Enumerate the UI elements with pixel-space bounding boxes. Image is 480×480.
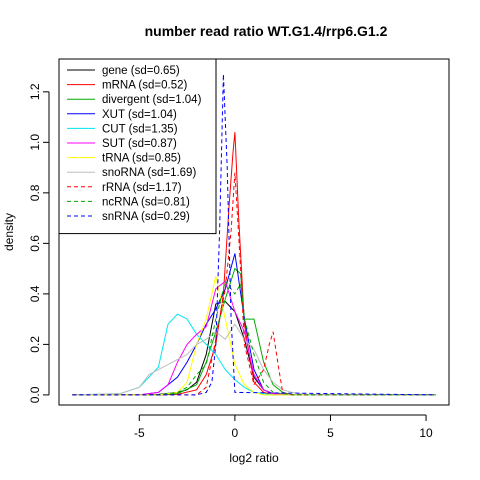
y-tick-label: 1.2 <box>28 83 42 100</box>
x-tick-label: -5 <box>134 426 145 440</box>
x-tick-label: 5 <box>327 426 334 440</box>
legend-entry: mRNA (sd=0.52) <box>102 80 187 92</box>
series-line-1 <box>72 132 436 396</box>
legend-entry: CUT (sd=1.35) <box>102 123 178 135</box>
y-tick-label: 0.0 <box>28 386 42 403</box>
x-tick-label: 10 <box>419 426 433 440</box>
series-line-10 <box>72 74 436 396</box>
series-layer <box>72 74 436 396</box>
series-line-8 <box>72 172 436 396</box>
series-line-4 <box>72 313 436 396</box>
chart-title: number read ratio WT.G1.4/rrp6.G1.2 <box>145 23 388 39</box>
legend-entry: divergent (sd=1.04) <box>102 94 202 106</box>
legend: gene (sd=0.65) mRNA (sd=0.52) divergent (s… <box>58 58 217 235</box>
legend-entry: rRNA (sd=1.17) <box>102 182 182 194</box>
legend-entry: XUT (sd=1.04) <box>102 109 177 121</box>
y-tick-label: 0.8 <box>28 184 42 201</box>
legend-entry: ncRNA (sd=0.81) <box>102 196 190 208</box>
x-tick-label: 0 <box>232 426 239 440</box>
legend-box <box>58 58 217 235</box>
axes-layer: -5 0 5 10 0.0 0.2 0.4 0.6 0.8 1.0 1.2 <box>28 83 433 440</box>
series-line-6 <box>72 276 436 396</box>
legend-entry: snRNA (sd=0.29) <box>102 211 190 223</box>
legend-entry: snoRNA (sd=1.69) <box>102 167 196 179</box>
y-tick-label: 0.2 <box>28 336 42 353</box>
series-line-5 <box>72 280 436 396</box>
y-axis-label: density <box>2 213 16 251</box>
x-axis-label: log2 ratio <box>229 451 279 465</box>
y-tick-label: 0.6 <box>28 235 42 252</box>
y-tick-label: 1.0 <box>28 134 42 151</box>
legend-entry: SUT (sd=0.87) <box>102 138 177 150</box>
legend-entry: gene (sd=0.65) <box>102 65 180 77</box>
y-tick-label: 0.4 <box>28 285 42 302</box>
legend-entry: tRNA (sd=0.85) <box>102 153 181 165</box>
